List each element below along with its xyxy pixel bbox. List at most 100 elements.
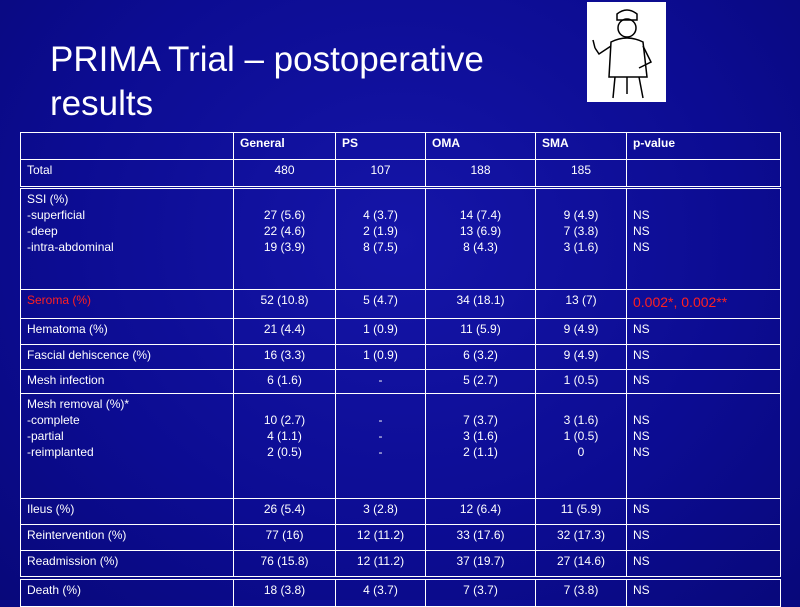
table-cell: Hematoma (%): [20, 318, 234, 345]
cell-line: NS: [633, 583, 650, 597]
header-cell: General: [233, 132, 336, 160]
cell-line: 1 (0.5): [563, 429, 599, 443]
table-row: Ileus (%) 26 (5.4) 3 (2.8) 12 (6.4) 11 (5.9)…: [20, 498, 781, 525]
cell-line: 2 (1.1): [463, 445, 498, 459]
cell-line: 9 (4.9): [563, 322, 599, 336]
cell-line: NS: [633, 348, 650, 362]
cell-line: -complete: [27, 413, 80, 427]
header-row: General PS OMA SMA p-value: [20, 132, 781, 160]
table-cell: NS: [626, 344, 781, 370]
cell-line: Fascial dehiscence (%): [27, 348, 152, 362]
table-cell: 77 (16): [233, 524, 336, 551]
cell-line: 188: [470, 163, 491, 177]
table-cell: 76 (15.8): [233, 550, 336, 580]
header-cell: [20, 132, 234, 160]
table-cell: 1 (0.5): [535, 369, 627, 394]
table-cell: 34 (18.1): [425, 289, 536, 319]
table-cell: 6 (1.6): [233, 369, 336, 394]
table-cell: 14 (7.4) 13 (6.9) 8 (4.3): [425, 187, 536, 290]
cell-line: 185: [570, 163, 592, 177]
cell-line: 14 (7.4): [459, 208, 502, 222]
cell-line: 18 (3.8): [263, 583, 306, 597]
table-cell: 3 (2.8): [335, 498, 426, 525]
cell-line: 480: [274, 163, 295, 177]
table-cell: 185: [535, 159, 627, 189]
cell-line: 21 (4.4): [263, 322, 306, 336]
table-cell: 27 (5.6) 22 (4.6) 19 (3.9): [233, 187, 336, 290]
table-cell: -: [335, 369, 426, 394]
cell-line: 4 (3.7): [363, 208, 398, 222]
table-cell: Fascial dehiscence (%): [20, 344, 234, 370]
table-cell: 6 (3.2): [425, 344, 536, 370]
cell-line: 2 (0.5): [267, 445, 302, 459]
cell-line: 13 (7): [565, 293, 597, 307]
cell-line: 107: [370, 163, 391, 177]
cell-line: 4 (3.7): [363, 583, 398, 597]
cell-line: 32 (17.3): [556, 528, 606, 542]
table-cell: 52 (10.8): [233, 289, 336, 319]
cell-line: 37 (19.7): [456, 554, 505, 568]
cell-line: 3 (2.8): [363, 502, 398, 516]
cell-line: NS: [633, 445, 650, 459]
table-row: Mesh infection 6 (1.6) - 5 (2.7) 1 (0.5) NS: [20, 369, 781, 394]
cell-line: -intra-abdominal: [27, 240, 114, 254]
cell-line: 33 (17.6): [456, 528, 505, 542]
cell-line: NS: [633, 413, 650, 427]
cell-line: NS: [633, 240, 650, 254]
table-cell: 1 (0.9): [335, 344, 426, 370]
table-cell: 0.002*, 0.002**: [626, 289, 781, 319]
cell-line: NS: [633, 502, 650, 516]
cell-line: 3 (1.6): [563, 240, 599, 254]
cell-line: Hematoma (%): [27, 322, 108, 336]
table-cell: NS: [626, 318, 781, 345]
cell-line: Mesh infection: [27, 373, 105, 387]
table-cell: Mesh removal (%)* -complete -partial -reimp…: [20, 393, 234, 499]
header-cell: OMA: [425, 132, 536, 160]
table-cell: 4 (3.7) 2 (1.9) 8 (7.5): [335, 187, 426, 290]
cell-line: 19 (3.9): [263, 240, 306, 254]
cell-line: -: [378, 429, 383, 443]
cell-line: Total: [27, 163, 53, 177]
results-table: General PS OMA SMA p-value Total 480 107 188 185 S…: [20, 132, 781, 607]
table-cell: 5 (2.7): [425, 369, 536, 394]
table-cell: NS: [626, 369, 781, 394]
table-cell: Ileus (%): [20, 498, 234, 525]
table-row: Total 480 107 188 185: [20, 159, 781, 189]
table-cell: 107: [335, 159, 426, 189]
table-cell: 11 (5.9): [535, 498, 627, 525]
table-cell: 5 (4.7): [335, 289, 426, 319]
cell-line: 16 (3.3): [263, 348, 306, 362]
cell-line: NS: [633, 528, 650, 542]
cell-line: 7 (3.8): [563, 224, 599, 238]
cell-line: 77 (16): [265, 528, 304, 542]
table-row: Readmission (%) 76 (15.8) 12 (11.2) 37 (19.…: [20, 550, 781, 580]
cell-line: 1 (0.9): [363, 322, 398, 336]
table-cell: SSI (%) -superficial -deep -intra-abdominal: [20, 187, 234, 290]
table-cell: 27 (14.6): [535, 550, 627, 580]
cell-line: NS: [633, 224, 650, 238]
table-cell: 4 (3.7): [335, 577, 426, 607]
cell-line: NS: [633, 429, 650, 443]
cell-line: Reintervention (%): [27, 528, 127, 542]
cell-line: 6 (1.6): [267, 373, 302, 387]
table-cell: NS: [626, 550, 781, 580]
cell-line: 34 (18.1): [456, 293, 505, 307]
cell-line: 0: [577, 445, 585, 459]
cell-line: Mesh removal (%)*: [27, 397, 130, 411]
cell-line: -: [378, 373, 383, 387]
table-cell: 9 (4.9) 7 (3.8) 3 (1.6): [535, 187, 627, 290]
cell-line: 7 (3.7): [463, 583, 498, 597]
slide-title: PRIMA Trial – postoperative results: [50, 40, 484, 123]
table-cell: Readmission (%): [20, 550, 234, 580]
cell-line: 8 (7.5): [363, 240, 398, 254]
table-cell: 9 (4.9): [535, 344, 627, 370]
cell-line: 76 (15.8): [260, 554, 309, 568]
table-cell: 10 (2.7) 4 (1.1) 2 (0.5): [233, 393, 336, 499]
table-cell: Reintervention (%): [20, 524, 234, 551]
cell-line: NS: [633, 208, 650, 222]
cell-line: -deep: [27, 224, 58, 238]
cell-line: 12 (6.4): [459, 502, 502, 516]
cell-line: 11 (5.9): [560, 502, 602, 516]
cell-line: 7 (3.7): [463, 413, 498, 427]
